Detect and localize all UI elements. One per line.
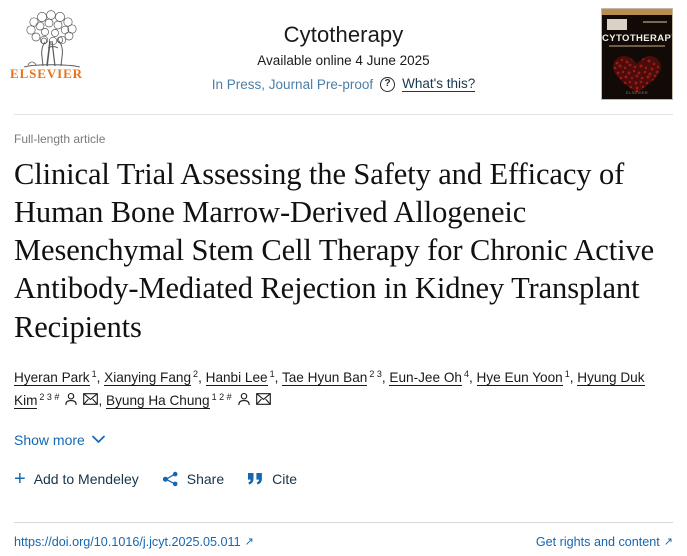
share-button[interactable]: Share (162, 471, 224, 487)
author-separator: , (96, 370, 105, 386)
press-status-label: In Press, Journal Pre-proof (211, 76, 374, 92)
envelope-icon (83, 393, 99, 406)
author-affiliation-marker: 1 (269, 368, 275, 379)
cover-imprint-logo (607, 19, 627, 30)
get-rights-and-content-link[interactable]: Get rights and content ↗ (536, 535, 673, 549)
footer-divider (14, 522, 673, 523)
author-affiliation-marker: 4 (463, 368, 469, 379)
author-affiliation-marker: 1 2 # (211, 391, 232, 402)
page-title: Clinical Trial Assessing the Safety and … (14, 157, 655, 344)
author-affiliation-marker: 2 3 # (39, 391, 60, 402)
question-circle-icon[interactable]: ? (380, 76, 396, 92)
author-separator: , (98, 393, 107, 409)
author-email-icon[interactable] (255, 393, 271, 406)
cover-top-strip (602, 9, 672, 15)
author-name[interactable]: Byung Ha Chung (106, 393, 210, 410)
author-name[interactable]: Hanbi Lee (205, 370, 268, 387)
doi-text: https://doi.org/10.1016/j.jcyt.2025.05.0… (14, 535, 241, 549)
author-affiliation-marker: 2 (193, 368, 199, 379)
cover-subtitle-rule (609, 45, 665, 47)
article-footer: https://doi.org/10.1016/j.jcyt.2025.05.0… (14, 535, 673, 549)
author-name[interactable]: Xianying Fang (104, 370, 192, 387)
article-actions: + Add to Mendeley Share Cite (14, 469, 673, 489)
author-email-icon[interactable] (83, 393, 99, 406)
cite-label: Cite (272, 470, 298, 487)
external-link-icon: ↗ (663, 535, 673, 548)
rights-text: Get rights and content (535, 535, 660, 549)
author-profile-icon[interactable] (237, 392, 251, 406)
journal-info: Cytotherapy Available online 4 June 2025… (0, 22, 687, 93)
cite-button[interactable]: Cite (247, 471, 297, 487)
page-header: ELSEVIER Cytotherapy Available online 4 … (0, 0, 687, 108)
add-to-mendeley-button[interactable]: + Add to Mendeley (14, 469, 139, 489)
journal-cover-image[interactable]: CYTOTHERAPY (601, 8, 673, 100)
cover-journal-name: CYTOTHERAPY (602, 33, 673, 44)
author-separator: , (198, 370, 206, 386)
show-more-toggle[interactable]: Show more (14, 432, 105, 448)
author-name[interactable]: Eun-Jee Oh (389, 370, 462, 387)
share-label: Share (186, 470, 225, 487)
person-icon (65, 393, 78, 406)
author-name[interactable]: Hyeran Park (14, 370, 90, 387)
quote-icon (248, 472, 263, 485)
author-name[interactable]: Tae Hyun Ban (281, 370, 368, 387)
author-contact-icons (64, 392, 99, 406)
share-nodes-icon (162, 471, 178, 486)
author-separator: , (274, 370, 282, 386)
article-type-label: Full-length article (14, 132, 106, 146)
whats-this-link[interactable]: What's this? (402, 76, 476, 93)
envelope-icon (255, 393, 271, 406)
author-separator: , (381, 370, 390, 386)
chevron-down-icon (91, 435, 105, 444)
journal-title: Cytotherapy (283, 22, 404, 47)
author-contact-icons (237, 392, 271, 406)
article-block: Full-length article Clinical Trial Asses… (0, 132, 687, 413)
author-profile-icon[interactable] (64, 392, 78, 406)
doi-link[interactable]: https://doi.org/10.1016/j.jcyt.2025.05.0… (14, 535, 254, 549)
author-name[interactable]: Hye Eun Yoon (476, 370, 563, 387)
author-affiliation-marker: 2 3 (369, 368, 382, 379)
author-name[interactable]: Hyung Duk Kim (14, 370, 645, 410)
cover-heart-art (613, 56, 661, 93)
cover-volume-text (643, 21, 667, 23)
elsevier-logo (12, 8, 90, 88)
author-separator: , (569, 370, 578, 386)
show-more-label: Show more (14, 431, 85, 448)
author-affiliation-marker: 1 (564, 368, 570, 379)
press-status-row: In Press, Journal Pre-proof ? What's thi… (0, 76, 687, 93)
plus-icon: + (14, 467, 26, 490)
add-to-mendeley-label: Add to Mendeley (33, 470, 139, 487)
person-icon (237, 393, 250, 406)
external-link-icon: ↗ (244, 535, 254, 548)
available-online-date: Available online 4 June 2025 (257, 53, 430, 69)
elsevier-wordmark: ELSEVIER (10, 66, 83, 81)
author-separator: , (468, 370, 477, 386)
author-list: Hyeran Park 1, Xianying Fang 2, Hanbi Lee 1… (14, 366, 673, 413)
cover-footer-text: ELSEVIER (626, 90, 648, 95)
author-affiliation-marker: 1 (91, 368, 97, 379)
header-divider (14, 114, 673, 115)
